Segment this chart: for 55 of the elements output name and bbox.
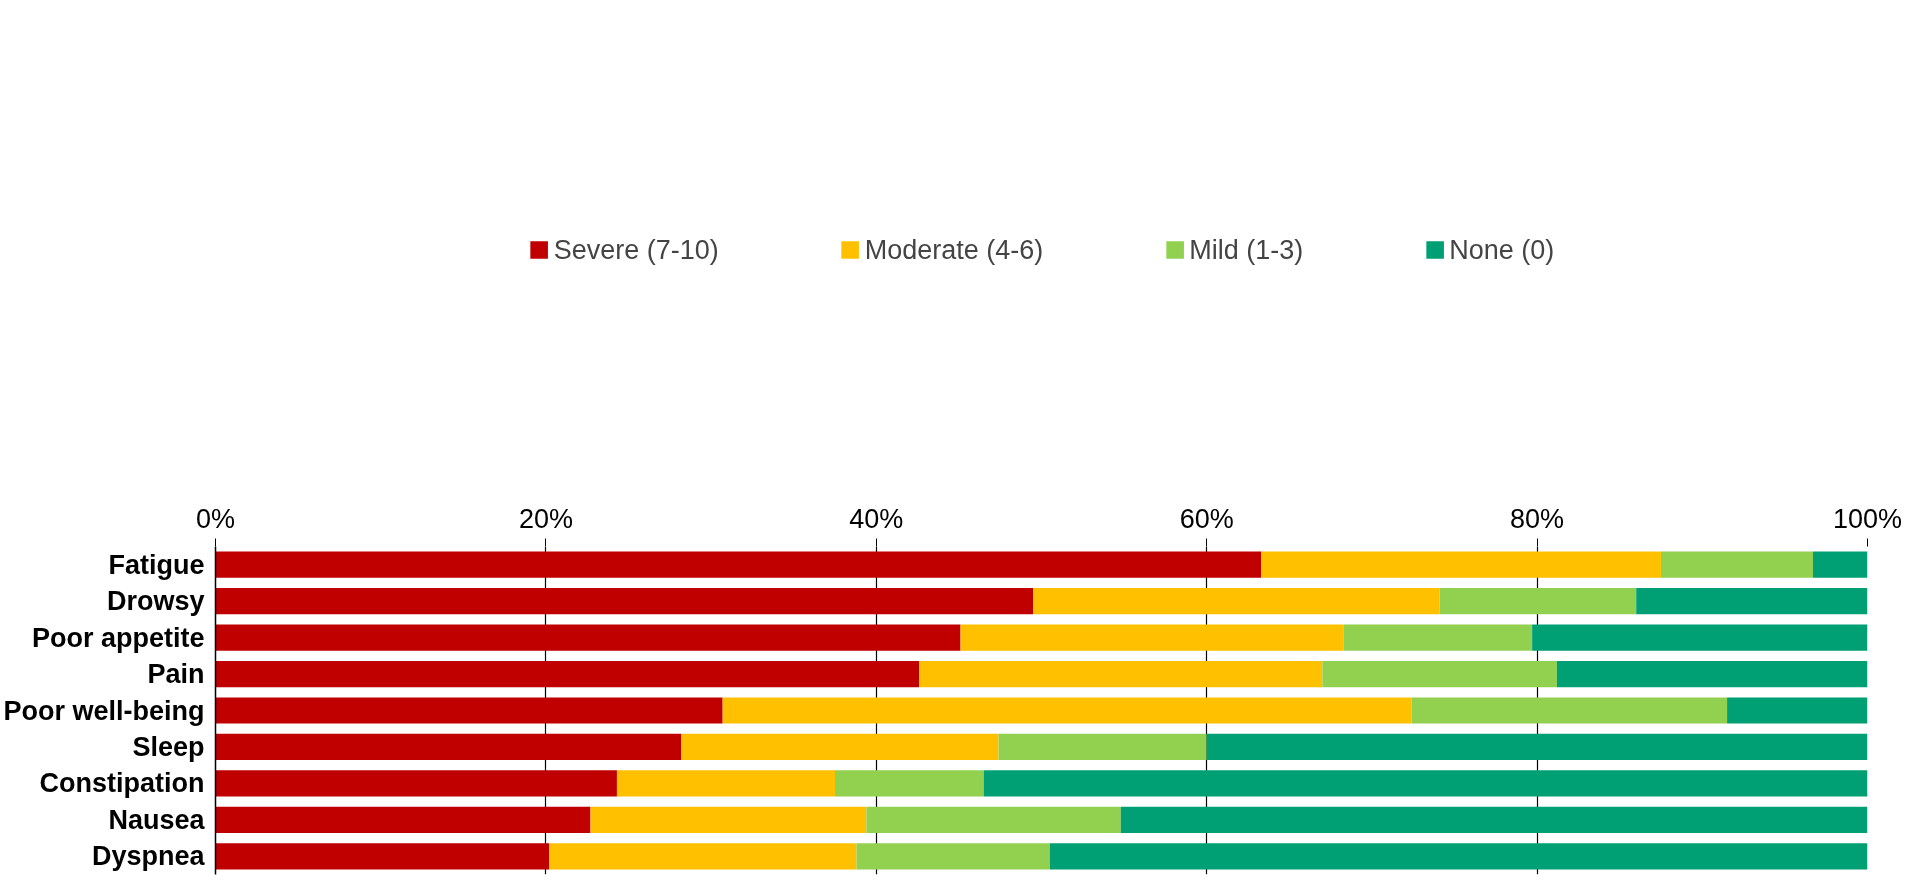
bar (215, 551, 1262, 578)
bar (722, 697, 1412, 724)
bar (1439, 588, 1637, 615)
bar (215, 843, 550, 870)
bar (1033, 588, 1440, 615)
bar (1049, 843, 1868, 870)
bar (983, 770, 1868, 797)
bar (590, 806, 867, 833)
y-tick-label: Dyspnea (91, 841, 206, 872)
bar (215, 660, 920, 688)
bar (856, 843, 1050, 870)
x-tick-label: 40% (849, 503, 904, 534)
bar (1636, 588, 1868, 615)
bar (998, 733, 1207, 761)
y-tick-label: Pain (147, 659, 205, 690)
bar (1411, 697, 1728, 724)
bar (1727, 697, 1868, 724)
bar (215, 588, 1034, 615)
bar (1532, 624, 1868, 651)
y-tick-label: Poor appetite (31, 622, 205, 653)
y-tick-label: Drowsy (106, 586, 205, 617)
bar (1661, 551, 1813, 578)
y-tick-label: Fatigue (108, 549, 205, 580)
bar (1322, 660, 1557, 688)
y-tick-label: Constipation (39, 768, 205, 799)
bar (1261, 551, 1661, 578)
x-tick-label: 0% (195, 503, 236, 534)
bar (215, 770, 617, 797)
legend-label: None (0) (1449, 234, 1555, 266)
bar (919, 660, 1323, 688)
bar (960, 624, 1344, 651)
bar (866, 806, 1121, 833)
x-tick-label: 100% (1832, 503, 1903, 534)
y-tick-label: Sleep (132, 731, 205, 762)
y-tick-label: Nausea (108, 804, 206, 835)
legend-label: Mild (1-3) (1189, 234, 1304, 266)
bar (835, 770, 984, 797)
bar (215, 733, 682, 761)
bar (1812, 551, 1868, 578)
bar (1120, 806, 1868, 833)
x-tick-label: 80% (1510, 503, 1565, 534)
x-tick-label: 60% (1179, 503, 1234, 534)
bar (549, 843, 857, 870)
bar (616, 770, 835, 797)
bar (215, 624, 961, 651)
y-tick-label: Poor well-being (3, 695, 205, 726)
bar (215, 697, 723, 724)
x-tick-label: 20% (518, 503, 573, 534)
bar (681, 733, 999, 761)
bar (1343, 624, 1533, 651)
bar (1206, 733, 1868, 761)
bar (215, 806, 591, 833)
legend-label: Severe (7-10) (553, 234, 719, 266)
legend-label: Moderate (4-6) (864, 234, 1044, 266)
bar (1556, 660, 1868, 688)
